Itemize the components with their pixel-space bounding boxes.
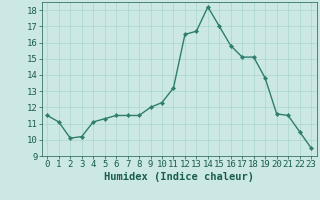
X-axis label: Humidex (Indice chaleur): Humidex (Indice chaleur) <box>104 172 254 182</box>
